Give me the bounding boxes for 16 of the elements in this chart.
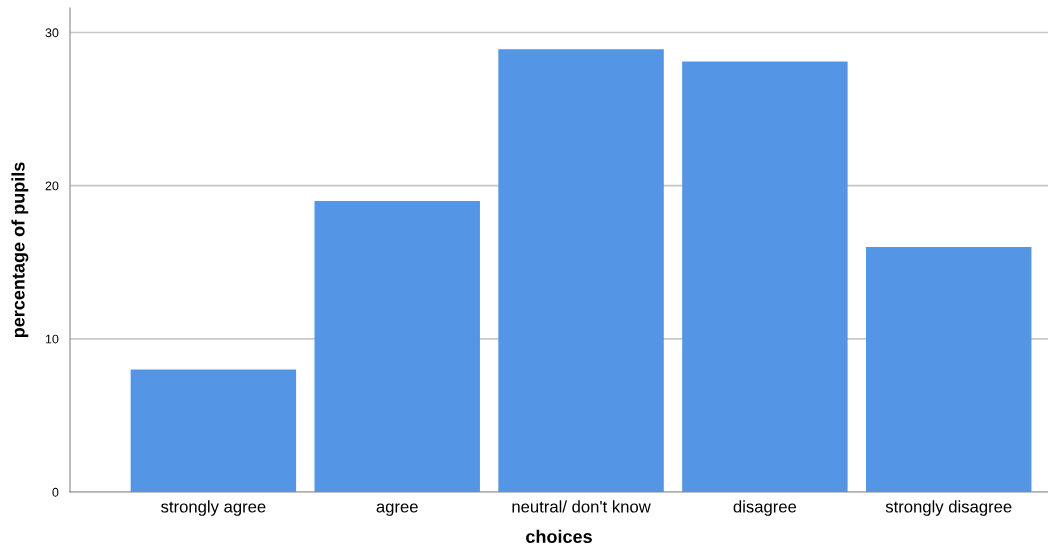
bar (130, 369, 297, 492)
y-axis-title: percentage of pupils (11, 162, 29, 338)
bar (682, 61, 848, 492)
x-tick-label: strongly disagree (885, 500, 1012, 516)
bar (866, 246, 1032, 492)
x-tick-label: strongly agree (161, 500, 266, 516)
y-tick-label: 20 (45, 181, 59, 191)
y-tick-label: 0 (52, 487, 59, 497)
bar (498, 49, 664, 492)
x-tick-label: disagree (733, 500, 797, 516)
x-axis-title: choices (526, 529, 592, 544)
y-tick-label: 30 (45, 28, 59, 38)
bar (314, 200, 480, 492)
x-tick-label: agree (376, 503, 418, 516)
y-tick-label: 10 (45, 334, 59, 344)
x-tick-label: neutral/ don't know (512, 500, 651, 513)
